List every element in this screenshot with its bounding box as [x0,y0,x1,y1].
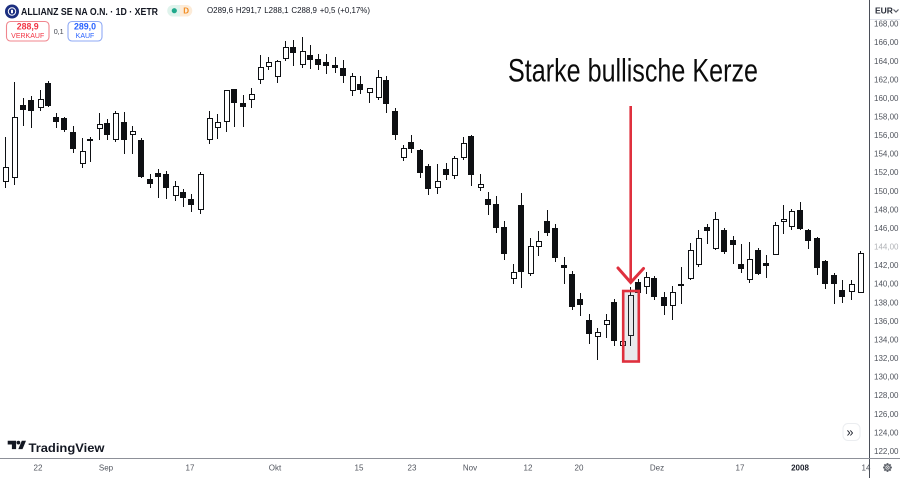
svg-text:136,00: 136,00 [874,317,899,326]
svg-text:Nov: Nov [463,464,477,473]
svg-text:0,1: 0,1 [54,27,64,36]
svg-text:Okt: Okt [269,464,282,473]
svg-text:O289,6 H291,7 L288,1 C288,9: O289,6 H291,7 L288,1 C288,9 +0,5 (+0,17%… [207,5,370,15]
svg-text:146,00: 146,00 [874,224,899,233]
svg-text:162,00: 162,00 [874,75,899,84]
svg-text:124,00: 124,00 [874,428,899,437]
svg-text:152,00: 152,00 [874,168,899,177]
svg-text:158,00: 158,00 [874,113,899,122]
svg-text:VERKAUF: VERKAUF [11,33,44,40]
svg-text:D: D [183,7,189,16]
svg-text:»: » [847,426,854,440]
svg-text:17: 17 [736,464,745,473]
svg-text:126,00: 126,00 [874,410,899,419]
svg-text:134,00: 134,00 [874,336,899,345]
svg-text:150,00: 150,00 [874,187,899,196]
svg-text:132,00: 132,00 [874,354,899,363]
svg-text:Sep: Sep [99,464,114,473]
svg-text:154,00: 154,00 [874,150,899,159]
svg-text:166,00: 166,00 [874,38,899,47]
svg-text:Dez: Dez [650,464,664,473]
svg-text:288,9: 288,9 [17,22,39,32]
svg-text:15: 15 [355,464,364,473]
svg-text:168,00: 168,00 [874,20,899,29]
svg-text:KAUF: KAUF [76,33,95,40]
svg-text:Starke bullische Kerze: Starke bullische Kerze [508,53,758,89]
svg-text:12: 12 [524,464,533,473]
svg-text:130,00: 130,00 [874,373,899,382]
svg-text:17: 17 [186,464,195,473]
svg-text:289,0: 289,0 [74,22,96,32]
svg-text:ALLIANZ SE NA O.N. · 1D · XETR: ALLIANZ SE NA O.N. · 1D · XETR [21,7,158,18]
svg-text:TradingView: TradingView [29,441,106,455]
svg-text:164,00: 164,00 [874,57,899,66]
svg-text:148,00: 148,00 [874,205,899,214]
svg-text:122,00: 122,00 [874,447,899,456]
svg-text:128,00: 128,00 [874,391,899,400]
svg-text:140,00: 140,00 [874,280,899,289]
svg-text:23: 23 [408,464,417,473]
svg-text:20: 20 [575,464,584,473]
svg-text:22: 22 [34,464,43,473]
svg-text:EUR: EUR [875,6,893,16]
svg-text:138,00: 138,00 [874,298,899,307]
svg-text:2008: 2008 [791,464,809,473]
svg-text:160,00: 160,00 [874,94,899,103]
svg-text:14: 14 [862,464,871,473]
svg-text:156,00: 156,00 [874,131,899,140]
svg-text:142,00: 142,00 [874,261,899,270]
